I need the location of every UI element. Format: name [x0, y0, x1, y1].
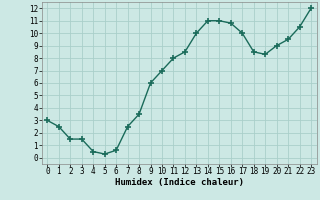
X-axis label: Humidex (Indice chaleur): Humidex (Indice chaleur)	[115, 178, 244, 187]
